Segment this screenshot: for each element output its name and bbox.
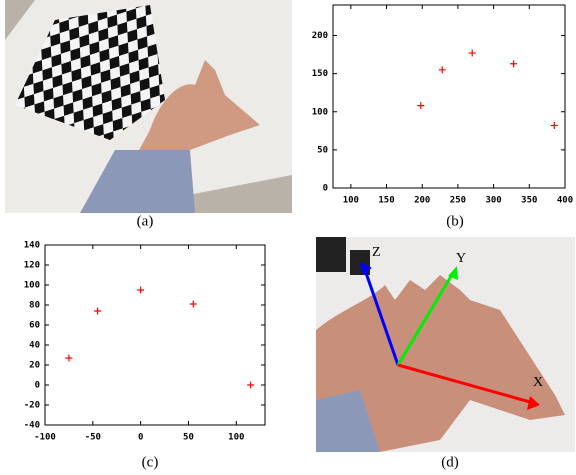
caption: (c): [142, 454, 159, 470]
plot-frame: [333, 5, 565, 188]
axis-name: X: [533, 375, 543, 390]
y-tick-label: 50: [317, 145, 328, 155]
y-tick-label: 0: [323, 184, 328, 194]
point: [439, 66, 446, 73]
y-tick-label: 80: [29, 301, 40, 311]
y-tick-label: 0: [35, 381, 40, 391]
figure: Z Y X (a) (b) (c) (d) 100150200250300350…: [0, 0, 576, 475]
x-tick-label: 100: [343, 196, 359, 206]
x-tick-label: 0: [138, 433, 143, 443]
x-tick-label: 350: [521, 196, 537, 206]
y-tick-label: 150: [312, 69, 328, 79]
axis-name: Z: [372, 245, 381, 260]
x-tick-label: 300: [485, 196, 501, 206]
x-tick-label: -50: [85, 433, 101, 443]
x-tick-label: -100: [34, 433, 56, 443]
y-tick-label: 100: [24, 281, 40, 291]
y-tick-label: 100: [312, 107, 328, 117]
x-tick-label: 150: [378, 196, 394, 206]
y-tick-label: 60: [29, 321, 40, 331]
y-tick-label: -40: [24, 421, 40, 431]
caption: (d): [441, 454, 459, 470]
point: [469, 50, 476, 57]
point: [247, 382, 254, 389]
y-tick-label: 200: [312, 31, 328, 41]
x-tick-label: 400: [557, 196, 573, 206]
point: [94, 308, 101, 315]
point: [137, 287, 144, 294]
plot-frame: [45, 245, 265, 425]
y-tick-label: 140: [24, 241, 40, 251]
point: [417, 102, 424, 109]
point: [510, 60, 517, 67]
y-tick-label: 40: [29, 341, 40, 351]
caption: (b): [446, 213, 464, 229]
x-tick-label: 250: [450, 196, 466, 206]
y-tick-label: -20: [24, 401, 40, 411]
x-tick-label: 100: [228, 433, 244, 443]
point: [190, 301, 197, 308]
x-tick-label: 50: [183, 433, 194, 443]
x-tick-label: 200: [414, 196, 430, 206]
axis-name: Y: [456, 251, 466, 266]
point: [551, 122, 558, 129]
point: [65, 355, 72, 362]
photo-a: [5, 0, 292, 213]
photo-d: Z Y X: [316, 237, 575, 452]
y-tick-label: 20: [29, 361, 40, 371]
y-tick-label: 120: [24, 261, 40, 271]
caption: (a): [137, 213, 154, 229]
